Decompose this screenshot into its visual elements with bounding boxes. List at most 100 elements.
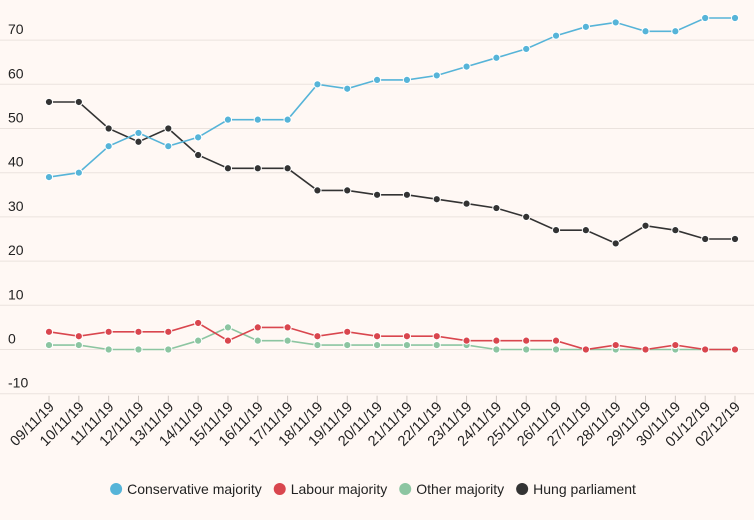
data-point xyxy=(492,53,501,62)
data-point xyxy=(44,340,54,350)
data-point xyxy=(522,212,531,221)
data-point xyxy=(730,234,740,244)
data-point xyxy=(402,332,412,341)
data-point xyxy=(223,164,233,173)
legend-label: Conservative majority xyxy=(127,481,262,497)
y-tick-label: 30 xyxy=(8,198,24,214)
series-conservative-majority xyxy=(44,13,740,182)
data-point xyxy=(134,137,143,146)
legend-label: Hung parliament xyxy=(533,481,636,497)
data-point xyxy=(551,226,561,235)
data-point xyxy=(701,13,710,23)
y-tick-label: 20 xyxy=(8,242,24,258)
data-point xyxy=(134,327,143,336)
data-point xyxy=(492,336,501,345)
data-point xyxy=(313,340,322,350)
data-point xyxy=(313,186,322,195)
data-point xyxy=(581,345,590,354)
x-axis-ticks: 09/11/1910/11/1911/11/1912/11/1913/11/19… xyxy=(7,395,744,450)
data-point xyxy=(492,203,501,213)
data-point xyxy=(253,336,262,345)
y-tick-label: 0 xyxy=(8,331,16,347)
series-labour-majority xyxy=(44,318,740,354)
y-tick-label: 60 xyxy=(8,65,24,81)
series-line xyxy=(48,17,735,178)
data-point xyxy=(104,327,113,336)
series-line xyxy=(49,326,735,351)
data-point xyxy=(283,323,292,332)
series-group xyxy=(44,13,740,354)
data-point xyxy=(701,234,710,244)
data-point xyxy=(194,133,203,142)
data-point xyxy=(611,239,620,248)
legend: Conservative majority Labour majority Othe… xyxy=(110,481,636,497)
data-point xyxy=(402,190,412,199)
data-point xyxy=(343,327,352,336)
series-other-majority xyxy=(44,323,740,354)
data-point xyxy=(730,345,740,354)
data-point xyxy=(283,336,292,345)
data-point xyxy=(164,327,173,336)
legend-marker-icon xyxy=(399,483,412,495)
legend-item[interactable]: Labour majority xyxy=(273,481,388,497)
data-point xyxy=(551,336,561,345)
data-point xyxy=(253,115,262,124)
y-tick-label: -10 xyxy=(8,375,28,391)
data-point xyxy=(551,345,561,354)
data-point xyxy=(343,340,352,350)
data-point xyxy=(44,173,54,182)
data-point xyxy=(492,345,501,354)
legend-label: Other majority xyxy=(416,481,504,497)
data-point xyxy=(671,340,680,350)
legend-marker-icon xyxy=(273,483,286,495)
data-point xyxy=(223,336,233,345)
data-point xyxy=(402,75,412,84)
data-point xyxy=(283,164,292,173)
data-point xyxy=(74,168,83,177)
data-point xyxy=(462,199,471,208)
data-point xyxy=(313,332,322,341)
legend-item[interactable]: Hung parliament xyxy=(516,481,636,497)
data-point xyxy=(701,345,710,354)
y-axis-ticks: -10 0 10 20 30 40 50 60 70 xyxy=(8,21,28,391)
data-point xyxy=(104,142,113,151)
data-point xyxy=(462,336,471,345)
data-point xyxy=(104,345,113,354)
y-tick-label: 40 xyxy=(8,154,24,170)
legend-marker-icon xyxy=(516,483,529,495)
y-tick-label: 70 xyxy=(8,21,24,37)
data-point xyxy=(432,340,441,350)
data-point xyxy=(372,190,382,199)
data-point xyxy=(462,62,471,71)
data-point xyxy=(194,150,203,160)
data-point xyxy=(432,195,441,204)
legend-item[interactable]: Conservative majority xyxy=(110,481,262,497)
data-point xyxy=(641,27,650,36)
data-point xyxy=(581,22,590,31)
data-point xyxy=(164,142,173,151)
series-hung-parliament xyxy=(44,97,740,248)
data-point xyxy=(581,226,590,235)
data-point xyxy=(134,128,143,138)
data-point xyxy=(223,323,233,332)
data-point xyxy=(253,164,262,173)
data-point xyxy=(164,124,173,133)
data-point xyxy=(194,318,203,328)
y-tick-label: 10 xyxy=(8,286,24,302)
data-point xyxy=(134,345,143,354)
data-point xyxy=(253,323,262,332)
data-point xyxy=(74,340,83,350)
data-point xyxy=(611,18,620,27)
data-point xyxy=(522,44,531,54)
legend-marker-icon xyxy=(110,483,123,495)
legend-item[interactable]: Other majority xyxy=(399,481,504,497)
data-point xyxy=(313,80,322,89)
data-point xyxy=(372,332,382,341)
data-point xyxy=(522,336,531,345)
data-point xyxy=(641,345,650,354)
data-point xyxy=(283,115,292,124)
data-point xyxy=(343,84,352,93)
data-point xyxy=(730,13,740,23)
